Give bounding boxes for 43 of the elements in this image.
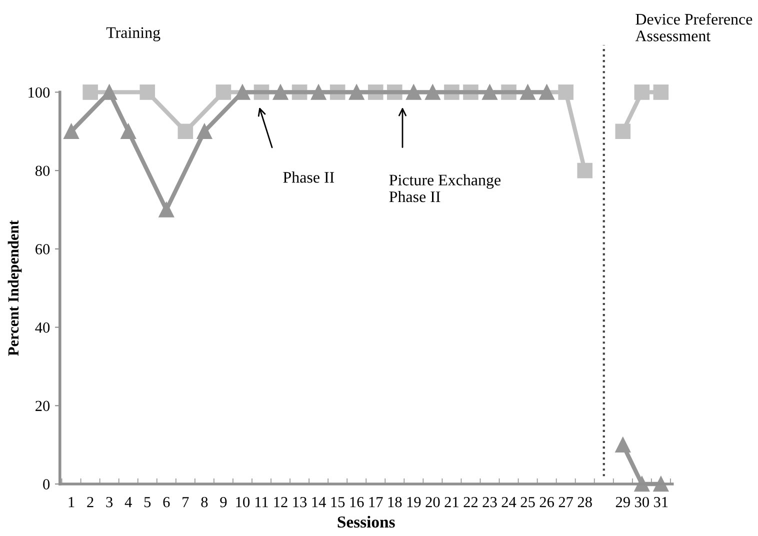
x-tick-label: 23 — [482, 496, 497, 508]
x-tick-label: 3 — [106, 496, 113, 508]
x-axis-title: Sessions — [338, 516, 395, 528]
x-tick-label: 28 — [578, 496, 592, 508]
y-tick-label: 0 — [43, 479, 50, 490]
x-tick-label: 19 — [407, 496, 421, 508]
x-tick-label: 7 — [182, 497, 189, 508]
y-axis-title: Percent Independent — [8, 220, 22, 356]
annotation: Picture Exchange Phase II — [389, 174, 501, 202]
y-tick-label: 40 — [35, 322, 50, 333]
y-tick-label: 20 — [36, 400, 50, 412]
x-tick-label: 1 — [68, 497, 74, 508]
x-tick-label: 13 — [293, 496, 307, 508]
text: Training — [106, 27, 160, 42]
x-tick-label: 25 — [520, 496, 535, 508]
x-tick-label: 26 — [540, 496, 554, 508]
x-tick-label: 30 — [635, 496, 649, 508]
x-tick-label: 22 — [464, 496, 478, 508]
x-tick-label: 2 — [87, 496, 94, 508]
x-tick-label: 8 — [201, 496, 208, 508]
x-tick-label: 14 — [312, 497, 326, 508]
x-tick-label: 4 — [124, 497, 132, 508]
x-tick-label: 27 — [558, 496, 574, 508]
x-tick-label: 18 — [388, 496, 402, 508]
x-tick-label: 31 — [654, 496, 668, 508]
x-tick-label: 15 — [331, 497, 345, 508]
x-tick-label: 29 — [616, 496, 630, 508]
x-tick-label: 24 — [502, 496, 516, 508]
y-tick-label: 100 — [28, 87, 50, 98]
x-tick-label: 21 — [444, 496, 458, 508]
x-tick-label: 5 — [144, 497, 151, 508]
annotation: Phase II — [283, 172, 334, 183]
x-tick-label: 12 — [274, 496, 288, 508]
text: Device Preference Assessment — [635, 13, 752, 42]
x-tick-label: 6 — [163, 496, 170, 508]
x-tick-label: 17 — [369, 497, 383, 508]
x-tick-label: 10 — [236, 496, 250, 508]
x-tick-label: 9 — [220, 496, 227, 508]
x-tick-label: 20 — [426, 496, 440, 508]
y-tick-label: 60 — [36, 244, 50, 254]
x-tick-label: 16 — [350, 496, 364, 508]
x-tick-label: 11 — [255, 497, 268, 508]
y-tick-label: 80 — [35, 166, 50, 176]
